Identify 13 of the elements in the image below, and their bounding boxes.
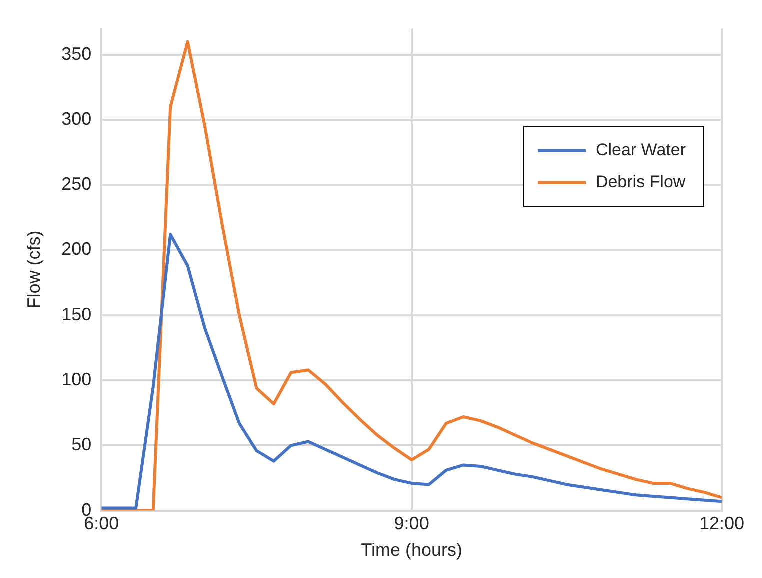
y-tick-label: 50	[72, 434, 92, 455]
y-tick-label: 200	[62, 239, 92, 260]
legend-label: Debris Flow	[596, 172, 686, 192]
legend-label: Clear Water	[596, 140, 686, 160]
x-tick-label: 12:00	[699, 514, 745, 534]
x-tick-label: 9:00	[394, 514, 430, 534]
y-tick-label: 350	[62, 44, 92, 64]
x-axis-title: Time (hours)	[361, 540, 462, 560]
y-tick-label: 150	[62, 304, 92, 324]
y-tick-label: 250	[62, 174, 92, 194]
y-tick-label: 100	[62, 370, 92, 390]
y-tick-label: 300	[62, 108, 92, 129]
y-axis-title: Flow (cfs)	[24, 230, 44, 309]
